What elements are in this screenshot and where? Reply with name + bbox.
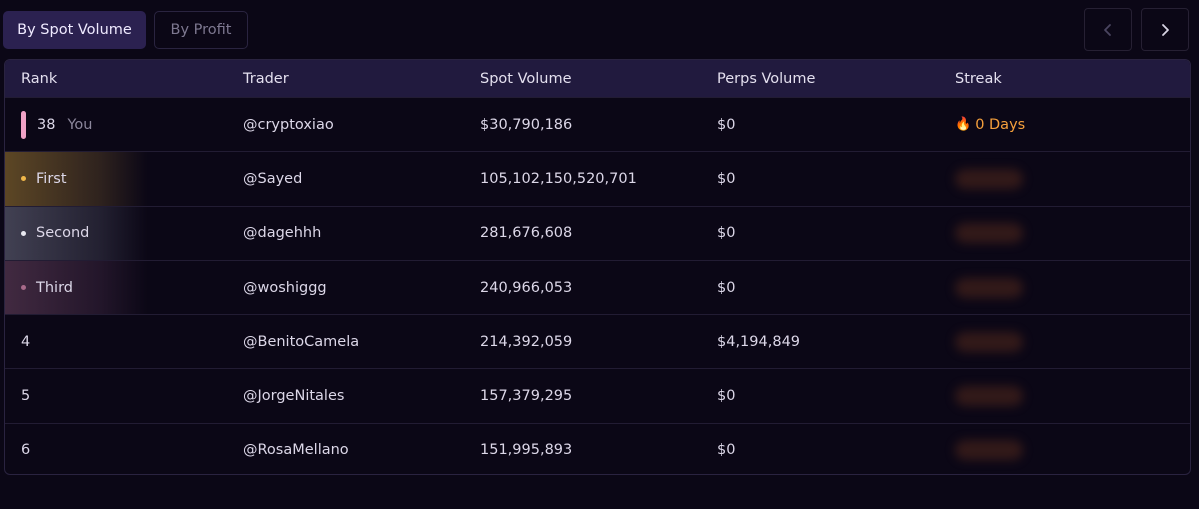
blurred-streak	[955, 386, 1023, 407]
table-row-you[interactable]: 38 You @cryptoxiao $30,790,186 $0 🔥 0 Da…	[5, 97, 1190, 151]
spot-volume-cell: 151,995,893	[480, 442, 573, 459]
perps-volume-cell: $4,194,849	[717, 333, 801, 350]
perps-volume-cell: $0	[717, 225, 736, 242]
rank-cell: 38 You	[21, 98, 92, 151]
table-row[interactable]: 6 @RosaMellano 151,995,893 $0	[5, 422, 1190, 474]
next-page-button[interactable]	[1141, 8, 1189, 51]
gold-rank-dot	[21, 176, 26, 182]
streak-value: 0 Days	[975, 116, 1026, 133]
rank-value: Third	[36, 279, 73, 296]
table-row[interactable]: 4 @BenitoCamela 214,392,059 $4,194,849	[5, 314, 1190, 368]
rank-value: First	[36, 170, 67, 187]
previous-page-button[interactable]	[1084, 8, 1132, 51]
blurred-streak	[955, 168, 1023, 189]
flame-icon: 🔥	[955, 117, 972, 133]
chevron-right-icon	[1162, 23, 1169, 36]
column-header-perps-volume: Perps Volume	[717, 70, 816, 87]
trader-cell: @cryptoxiao	[243, 116, 334, 133]
table-row[interactable]: Third @woshiggg 240,966,053 $0	[5, 259, 1190, 315]
chevron-left-icon	[1104, 23, 1111, 36]
streak-cell-hidden	[955, 152, 1023, 205]
trader-cell: @dagehhh	[243, 225, 322, 242]
trader-cell: @Sayed	[243, 170, 303, 187]
trader-cell: @JorgeNitales	[243, 388, 345, 405]
silver-rank-dot	[21, 230, 26, 236]
blurred-streak	[955, 277, 1023, 298]
table-header: Rank Trader Spot Volume Perps Volume Str…	[5, 60, 1190, 97]
streak-cell-hidden	[955, 424, 1023, 474]
column-header-streak: Streak	[955, 70, 1002, 87]
spot-volume-cell: 105,102,150,520,701	[480, 170, 637, 187]
rank-value: 38	[37, 116, 56, 133]
column-header-trader: Trader	[243, 70, 289, 87]
rank-value: Second	[36, 225, 90, 242]
rank-cell: 5	[21, 388, 31, 405]
streak-cell-hidden	[955, 207, 1023, 260]
table-row[interactable]: Second @dagehhh 281,676,608 $0	[5, 205, 1190, 260]
perps-volume-cell: $0	[717, 388, 736, 405]
leaderboard-table: Rank Trader Spot Volume Perps Volume Str…	[4, 59, 1191, 475]
spot-volume-cell: 240,966,053	[480, 279, 573, 296]
you-label: You	[67, 116, 93, 133]
spot-volume-cell: 157,379,295	[480, 388, 573, 405]
rank-cell: Second	[21, 207, 89, 260]
tab-by-profit[interactable]: By Profit	[154, 11, 248, 49]
toolbar: By Spot Volume By Profit	[0, 0, 1199, 60]
blurred-streak	[955, 223, 1023, 244]
spot-volume-cell: 281,676,608	[480, 225, 573, 242]
bronze-rank-dot	[21, 285, 26, 291]
blurred-streak	[955, 440, 1023, 461]
rank-cell: First	[21, 152, 67, 205]
trader-cell: @RosaMellano	[243, 442, 349, 459]
tab-by-spot-volume[interactable]: By Spot Volume	[3, 11, 146, 49]
perps-volume-cell: $0	[717, 116, 736, 133]
blurred-streak	[955, 331, 1023, 352]
streak-cell: 🔥 0 Days	[955, 98, 1025, 151]
rank-cell: Third	[21, 261, 73, 314]
table-row[interactable]: 5 @JorgeNitales 157,379,295 $0	[5, 368, 1190, 422]
streak-cell-hidden	[955, 315, 1023, 368]
column-header-spot-volume: Spot Volume	[480, 70, 572, 87]
perps-volume-cell: $0	[717, 442, 736, 459]
column-header-rank: Rank	[21, 70, 58, 87]
spot-volume-cell: $30,790,186	[480, 116, 573, 133]
perps-volume-cell: $0	[717, 279, 736, 296]
streak-cell-hidden	[955, 369, 1023, 422]
you-indicator	[21, 110, 26, 139]
streak-cell-hidden	[955, 261, 1023, 314]
table-row[interactable]: First @Sayed 105,102,150,520,701 $0	[5, 151, 1190, 206]
trader-cell: @BenitoCamela	[243, 333, 360, 350]
rank-cell: 6	[21, 442, 31, 459]
rank-cell: 4	[21, 333, 31, 350]
trader-cell: @woshiggg	[243, 279, 327, 296]
perps-volume-cell: $0	[717, 170, 736, 187]
spot-volume-cell: 214,392,059	[480, 333, 573, 350]
